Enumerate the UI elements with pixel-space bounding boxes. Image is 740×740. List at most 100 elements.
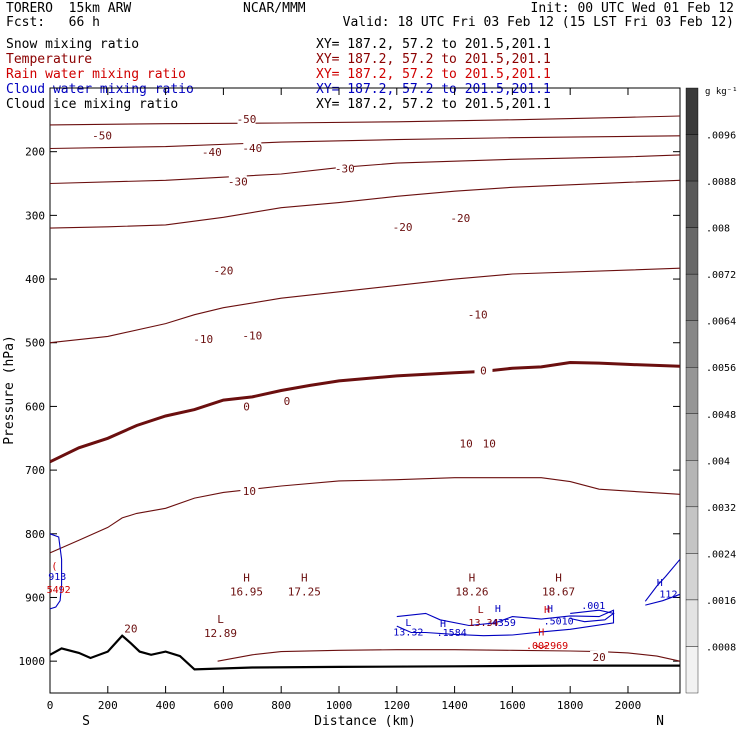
- y-tick-label: 600: [25, 400, 45, 413]
- extremum-mark: H: [243, 572, 250, 585]
- colorbar-segment: [685, 273, 699, 321]
- init-time: Init: 00 UTC Wed 01 Feb 12: [530, 1, 735, 16]
- isotherm-label: 20: [592, 651, 605, 664]
- x-tick-label: 200: [98, 699, 118, 712]
- y-tick-label: 300: [25, 209, 45, 222]
- isotherm-label-bg: [237, 112, 256, 125]
- terrain-line: [49, 634, 680, 671]
- isotherm-10: [49, 477, 681, 554]
- y-tick-label: 700: [25, 464, 45, 477]
- isotherm-label: 10: [483, 438, 496, 451]
- colorbar-tick-label: .0056: [706, 363, 736, 374]
- extremum-value: 16.95: [230, 586, 263, 599]
- x-tick-label: 1000: [326, 699, 353, 712]
- x-tick-label: 1400: [441, 699, 468, 712]
- colorbar-segment: [685, 320, 699, 368]
- isotherm-label-bg: [93, 129, 112, 142]
- forecast-hour: Fcst: 66 h: [6, 15, 100, 30]
- isotherm-label: 10: [460, 438, 473, 451]
- colorbar-segment: [685, 87, 699, 135]
- field-xy-temperature: XY= 187.2, 57.2 to 201.5,201.1: [316, 52, 551, 67]
- colorbar-segment: [685, 367, 699, 414]
- colorbar-tick-label: .0048: [706, 410, 736, 421]
- y-tick-label: 1000: [19, 655, 46, 668]
- x-end-label-left: S: [82, 714, 90, 729]
- mixing-ratio-label: 5492: [47, 585, 71, 596]
- extremum-mark: H: [555, 572, 562, 585]
- isotherm-label-bg: [214, 264, 233, 277]
- isotherm-label-bg: [202, 145, 221, 158]
- colorbar-segment: [685, 599, 699, 647]
- isotherm--50: [49, 115, 681, 126]
- isotherm-label: 10: [243, 485, 256, 498]
- colorbar-segment: [685, 227, 699, 275]
- model-title: TORERO 15km ARW: [6, 1, 132, 16]
- y-axis-label: Pressure (hPa): [2, 335, 17, 445]
- mixing-ratio-label: .1584: [437, 628, 467, 639]
- isotherm-label-bg: [474, 364, 493, 377]
- cloud-water-contour: [645, 593, 681, 606]
- isotherm-label-bg: [277, 394, 296, 407]
- colorbar-segment: [685, 134, 699, 182]
- extremum-value: 18.26: [455, 586, 488, 599]
- x-tick-label: 600: [213, 699, 233, 712]
- field-xy-rain: XY= 187.2, 57.2 to 201.5,201.1: [316, 67, 551, 82]
- colorbar-tick-label: .0072: [706, 270, 736, 281]
- isotherm-label-bg: [228, 175, 247, 188]
- isotherm-label: -10: [468, 308, 488, 321]
- isotherm-label: -20: [393, 221, 413, 234]
- isotherm-label: -20: [450, 212, 470, 225]
- field-label-cloud-water: Cloud water mixing ratio: [6, 82, 194, 97]
- isotherm-20: [217, 649, 681, 662]
- colorbar-tick-label: .008: [706, 224, 730, 235]
- isotherm-label-bg: [243, 329, 262, 342]
- mixing-ratio-label: 13.34: [468, 618, 498, 629]
- isotherm-label-bg: [240, 484, 259, 497]
- extremum-value: 18.67: [542, 586, 575, 599]
- field-xy-cloud-water: XY= 187.2, 57.2 to 201.5,201.1: [316, 82, 551, 97]
- isotherm-label: -40: [202, 146, 222, 159]
- isotherm-label: 0: [243, 401, 250, 414]
- isotherm-0: [49, 360, 681, 464]
- isotherm-label: -30: [228, 175, 248, 188]
- colorbar-segment: [685, 180, 699, 228]
- isotherm-label-bg: [237, 400, 256, 413]
- x-tick-label: 0: [47, 699, 54, 712]
- colorbar-tick-label: .0008: [706, 642, 736, 653]
- plot-frame: [49, 87, 681, 694]
- isotherm-label-bg: [457, 437, 476, 450]
- colorbar-tick-label: .0064: [706, 317, 736, 328]
- mixing-ratio-label: .001: [581, 601, 605, 612]
- y-tick-label: 500: [25, 337, 45, 350]
- extremum-value: 17.25: [288, 586, 321, 599]
- field-label-temperature: Temperature: [6, 52, 93, 67]
- mixing-ratio-label: H: [538, 628, 544, 639]
- isotherm-label-bg: [121, 622, 140, 635]
- cloud-water-contour: [396, 609, 615, 637]
- colorbar-segment: [685, 506, 699, 554]
- colorbar-segment: [685, 553, 699, 601]
- isotherm--10: [49, 267, 681, 344]
- rain-contour: [535, 644, 548, 650]
- mixing-ratio-label: L: [405, 618, 411, 629]
- x-tick-label: 400: [156, 699, 176, 712]
- cloud-water-contour: [49, 533, 63, 610]
- field-label-rain: Rain water mixing ratio: [6, 67, 187, 82]
- colorbar-tick-label: .0024: [706, 549, 736, 560]
- mixing-ratio-label: .4359: [486, 618, 516, 629]
- x-axis-label: Distance (km): [314, 714, 416, 729]
- x-tick-label: 1800: [557, 699, 584, 712]
- colorbar-tick-label: .0096: [706, 131, 736, 142]
- mixing-ratio-label: .002969: [526, 641, 568, 652]
- isotherm-label: -30: [335, 163, 355, 176]
- extremum-mark: H: [301, 572, 308, 585]
- mixing-ratio-label: .5010: [544, 617, 574, 628]
- y-tick-label: 400: [25, 273, 45, 286]
- colorbar-tick-label: .0032: [706, 503, 736, 514]
- isotherm--30: [49, 154, 681, 185]
- field-xy-snow: XY= 187.2, 57.2 to 201.5,201.1: [316, 37, 551, 52]
- isotherm-label: 20: [124, 622, 137, 635]
- mixing-ratio-label: (: [51, 561, 57, 572]
- y-tick-label: 200: [25, 146, 45, 159]
- x-tick-label: 1200: [384, 699, 411, 712]
